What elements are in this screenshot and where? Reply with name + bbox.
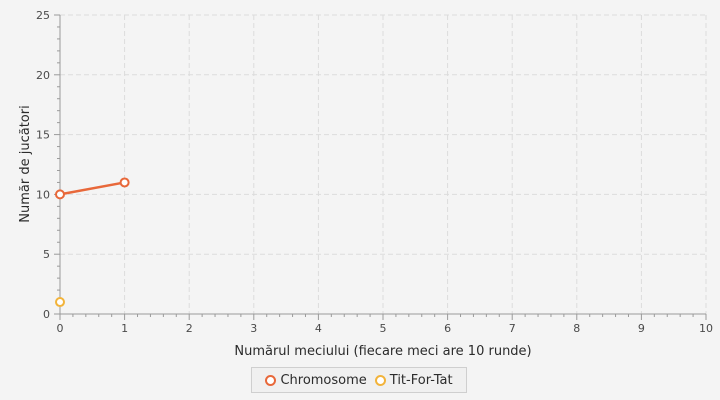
data-point-tit-for-tat xyxy=(55,297,65,308)
x-tick-label: 7 xyxy=(509,322,516,335)
legend: Chromosome Tit-For-Tat xyxy=(251,367,467,393)
x-tick-label: 2 xyxy=(186,322,193,335)
x-tick-label: 8 xyxy=(573,322,580,335)
x-tick-label: 6 xyxy=(444,322,451,335)
legend-marker-tit-for-tat xyxy=(374,374,386,386)
grid xyxy=(59,14,707,315)
x-tick-label: 0 xyxy=(57,322,64,335)
x-axis-title: Numărul meciului (fiecare meci are 10 ru… xyxy=(234,344,531,359)
y-tick-label: 5 xyxy=(43,248,50,261)
legend-item-chromosome: Chromosome xyxy=(265,372,367,388)
y-tick-label: 15 xyxy=(36,129,50,142)
data-point-chromosome xyxy=(55,189,65,200)
y-tick-label: 25 xyxy=(36,9,50,22)
x-tick-label: 5 xyxy=(380,322,387,335)
x-tick-label: 10 xyxy=(699,322,713,335)
data-point-chromosome xyxy=(119,177,130,188)
x-tick-label: 3 xyxy=(250,322,257,335)
x-tick-label: 4 xyxy=(315,322,322,335)
y-tick-label: 20 xyxy=(36,69,50,82)
legend-item-tit-for-tat: Tit-For-Tat xyxy=(374,372,453,388)
y-tick-label: 0 xyxy=(43,308,50,321)
x-tick-label: 9 xyxy=(638,322,645,335)
series-layer xyxy=(55,177,130,308)
y-tick-label: 10 xyxy=(36,188,50,201)
x-tick-label: 1 xyxy=(121,322,128,335)
legend-label-chromosome: Chromosome xyxy=(280,372,367,388)
legend-label-tit-for-tat: Tit-For-Tat xyxy=(389,372,453,388)
y-axis-title: Număr de jucători xyxy=(18,105,33,222)
ticks: 0 1 2 3 4 5 6 7 8 9 10 0 5 10 15 20 25 xyxy=(36,9,713,335)
legend-marker-chromosome xyxy=(265,374,277,386)
series-line-chromosome xyxy=(59,181,125,196)
